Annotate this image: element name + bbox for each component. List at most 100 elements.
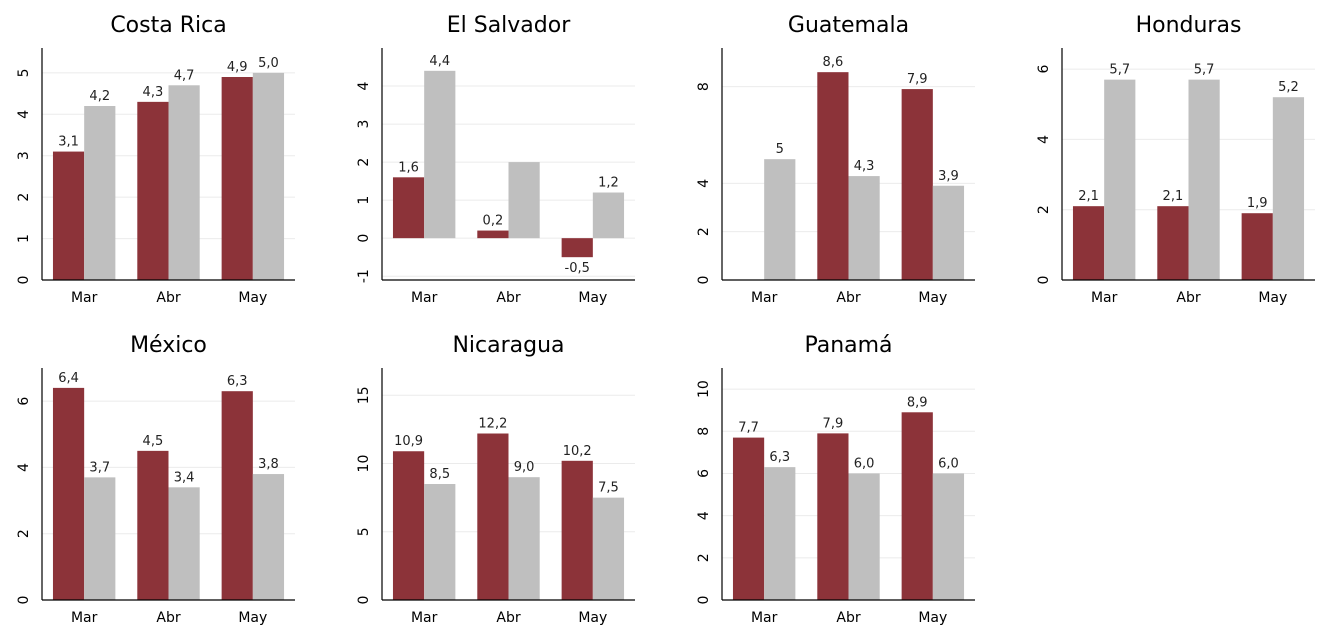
bar-mar-s1 bbox=[1104, 79, 1136, 281]
bar-mar-s1 bbox=[84, 106, 116, 280]
bar-abr-s0 bbox=[477, 230, 509, 239]
y-tick-label: 0 bbox=[696, 276, 712, 285]
x-tick-label: Abr bbox=[156, 610, 180, 626]
chart-title: Honduras bbox=[1136, 13, 1242, 38]
data-label: 8,6 bbox=[823, 55, 844, 70]
bar-may-s0 bbox=[221, 391, 253, 600]
data-label: 2,1 bbox=[1163, 189, 1184, 204]
bar-mar-s0 bbox=[52, 387, 85, 600]
chart-title: Costa Rica bbox=[110, 13, 226, 38]
y-tick-label: 0 bbox=[356, 596, 372, 605]
data-label: 7,9 bbox=[823, 416, 844, 431]
bar-may-s1 bbox=[592, 497, 625, 600]
bar-abr-s0 bbox=[477, 433, 509, 600]
bar-mar-s0 bbox=[732, 437, 765, 600]
bar-may-s1 bbox=[1272, 97, 1305, 280]
y-tick-label: 4 bbox=[1036, 135, 1052, 144]
bar-may-s0 bbox=[561, 460, 593, 600]
x-tick-label: Abr bbox=[156, 290, 180, 306]
data-label: 5,7 bbox=[1194, 63, 1215, 78]
data-label: 3,8 bbox=[258, 457, 279, 472]
bar-mar-s1 bbox=[764, 159, 796, 280]
bar-may-s1 bbox=[252, 474, 285, 600]
bar-mar-s1 bbox=[764, 467, 796, 600]
x-tick-label: May bbox=[918, 290, 947, 306]
bar-abr-s1 bbox=[848, 473, 880, 600]
y-tick-label: 3 bbox=[356, 120, 372, 129]
x-tick-label: May bbox=[578, 290, 607, 306]
y-tick-label: 5 bbox=[16, 68, 32, 77]
x-tick-label: Abr bbox=[1176, 290, 1200, 306]
y-tick-label: 4 bbox=[696, 511, 712, 520]
x-tick-label: Mar bbox=[71, 290, 98, 306]
bar-abr-s1 bbox=[168, 487, 200, 600]
y-tick-label: 4 bbox=[356, 81, 372, 90]
y-tick-label: 0 bbox=[1036, 276, 1052, 285]
y-tick-label: -1 bbox=[356, 269, 372, 283]
data-label: 1,2 bbox=[598, 176, 619, 191]
data-label: 1,9 bbox=[1247, 196, 1268, 211]
data-label: 4,7 bbox=[174, 68, 195, 83]
y-tick-label: 6 bbox=[696, 469, 712, 478]
chart-title: Panamá bbox=[804, 333, 892, 358]
chart-panel-3: Honduras 0 2 4 6 2,1 5,7 Mar 2,1 5,7 Abr 1,9 5,2 May bbox=[1036, 13, 1315, 306]
chart-panel-0: Costa Rica 0 1 2 3 4 5 3,1 4,2 Mar 4,3 4,7 Abr 4,9 5,0… bbox=[16, 13, 295, 306]
bar-abr-s1 bbox=[168, 85, 200, 281]
bar-mar-s0 bbox=[392, 451, 425, 600]
chart-panel-2: Guatemala 0 2 4 8 5 Mar 8,6 4,3 Abr 7,9 3,9 May bbox=[696, 13, 975, 306]
bar-mar-s1 bbox=[424, 70, 456, 239]
y-tick-label: 2 bbox=[16, 529, 32, 538]
bar-mar-s0 bbox=[52, 151, 85, 280]
y-tick-label: 6 bbox=[16, 397, 32, 406]
chart-title: México bbox=[130, 333, 207, 358]
y-tick-label: 2 bbox=[696, 553, 712, 562]
bar-abr-s0 bbox=[817, 433, 849, 600]
data-label: 5 bbox=[776, 142, 784, 157]
data-label: 5,2 bbox=[1278, 80, 1299, 95]
bar-may-s0 bbox=[1241, 213, 1273, 280]
bar-mar-s0 bbox=[1072, 206, 1105, 280]
x-tick-label: Abr bbox=[836, 610, 860, 626]
data-label: 8,9 bbox=[907, 395, 928, 410]
bar-abr-s1 bbox=[508, 162, 540, 239]
x-tick-label: Abr bbox=[496, 290, 520, 306]
chart-panel-1: El Salvador -1 0 1 2 3 4 1,6 4,4 Mar 0,2 Abr -0,5 1,2… bbox=[356, 13, 635, 306]
data-label: 0,2 bbox=[483, 214, 504, 229]
x-tick-label: May bbox=[238, 610, 267, 626]
bar-may-s0 bbox=[561, 238, 593, 258]
y-tick-label: 2 bbox=[1036, 205, 1052, 214]
data-label: 1,6 bbox=[398, 160, 419, 175]
data-label: 6,4 bbox=[58, 371, 79, 386]
data-label: 2,1 bbox=[1078, 189, 1099, 204]
bar-abr-s1 bbox=[848, 176, 880, 280]
data-label: 10,2 bbox=[563, 444, 592, 459]
bar-may-s1 bbox=[592, 192, 625, 239]
data-label: 6,3 bbox=[227, 374, 248, 389]
bar-abr-s0 bbox=[1157, 206, 1189, 280]
data-label: 7,7 bbox=[738, 421, 759, 436]
y-tick-label: 1 bbox=[356, 196, 372, 205]
data-label: 5,7 bbox=[1109, 63, 1130, 78]
y-tick-label: 8 bbox=[696, 427, 712, 436]
x-tick-label: May bbox=[918, 610, 947, 626]
x-tick-label: Abr bbox=[836, 290, 860, 306]
bar-abr-s1 bbox=[1188, 79, 1220, 281]
data-label: 3,7 bbox=[89, 460, 110, 475]
bar-mar-s1 bbox=[84, 477, 116, 600]
bar-abr-s0 bbox=[817, 72, 849, 281]
bar-mar-s1 bbox=[424, 484, 456, 600]
data-label: 4,4 bbox=[429, 54, 450, 69]
y-tick-label: 8 bbox=[696, 82, 712, 91]
bar-may-s0 bbox=[221, 77, 253, 280]
data-label: 4,3 bbox=[854, 159, 875, 174]
bar-abr-s0 bbox=[137, 101, 169, 280]
y-tick-label: 15 bbox=[356, 386, 372, 404]
data-label: 12,2 bbox=[478, 417, 507, 432]
y-tick-label: 1 bbox=[16, 234, 32, 243]
data-label: 6,3 bbox=[769, 450, 790, 465]
y-tick-label: 0 bbox=[16, 596, 32, 605]
data-label: 5,0 bbox=[258, 56, 279, 71]
data-label: 8,5 bbox=[429, 467, 450, 482]
data-label: 3,1 bbox=[58, 135, 79, 150]
